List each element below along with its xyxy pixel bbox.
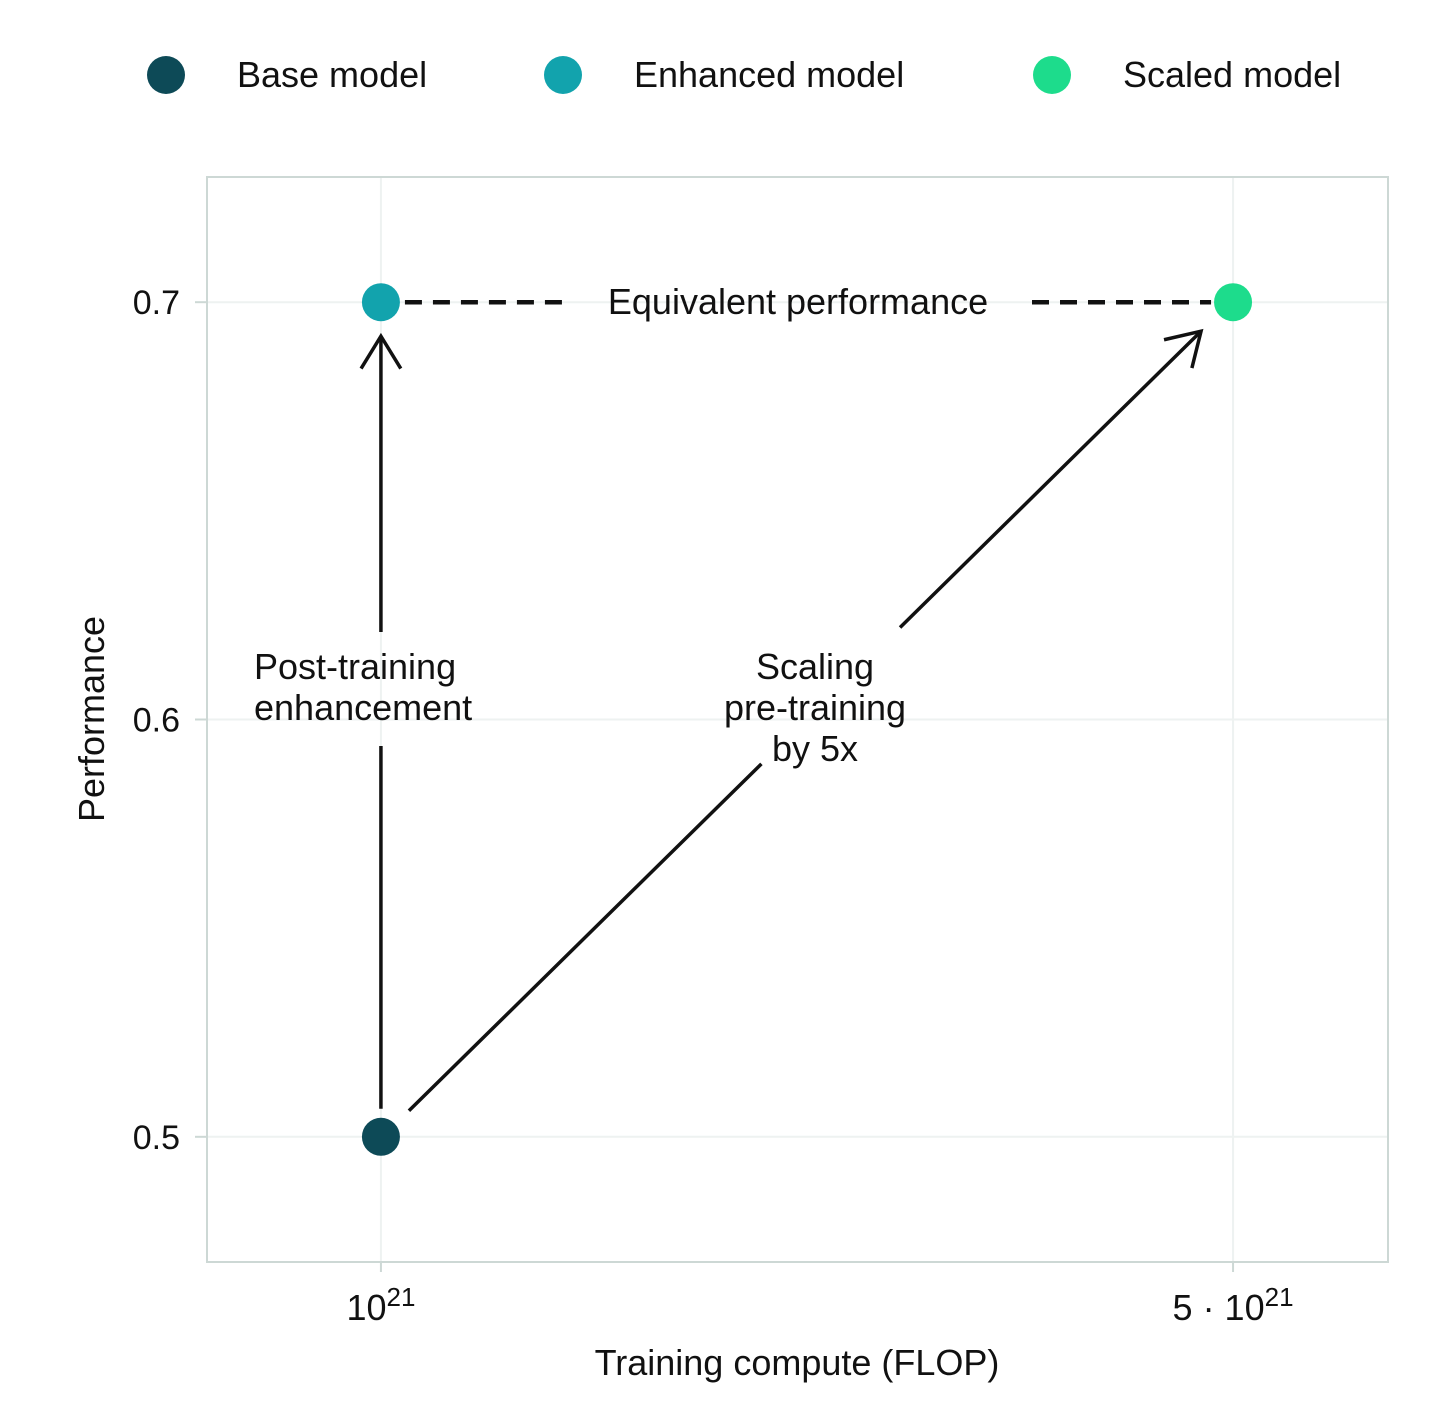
scaling-arrowhead <box>1163 328 1204 369</box>
annotation-equivalent: Equivalent performance <box>608 281 988 322</box>
post-training-arrowhead <box>359 332 403 370</box>
y-tick-label: 0.6 <box>133 702 180 740</box>
y-tick-label: 0.7 <box>133 284 180 322</box>
legend-label-enhanced-model: Enhanced model <box>634 54 904 95</box>
legend-swatch-enhanced-model <box>544 56 582 94</box>
annotation-scaling: Scaling pre-training by 5x <box>724 646 906 769</box>
y-axis-ticks: 0.5 0.6 0.7 <box>133 284 207 1157</box>
annotations: Equivalent performance Post-training enhan… <box>254 281 988 769</box>
legend-swatch-base-model <box>147 56 185 94</box>
legend-label-scaled-model: Scaled model <box>1123 54 1341 95</box>
x-axis-ticks: 1021 5 · 1021 <box>346 1262 1294 1328</box>
legend: Base model Enhanced model Scaled model <box>147 54 1341 95</box>
y-tick-label: 0.5 <box>133 1119 180 1157</box>
x-axis-label: Training compute (FLOP) <box>595 1342 1000 1383</box>
legend-label-base-model: Base model <box>237 54 427 95</box>
scaling-arrow-lower <box>407 762 763 1113</box>
data-points <box>361 283 1253 1156</box>
annotation-post-training: Post-training enhancement <box>254 646 472 728</box>
y-axis-label: Performance <box>71 616 112 822</box>
point-scaled-model <box>1214 283 1253 322</box>
x-tick-label: 1021 <box>346 1282 415 1328</box>
point-base-model <box>361 1117 400 1156</box>
point-enhanced-model <box>361 283 400 322</box>
scaling-arrow-upper <box>898 329 1203 629</box>
legend-swatch-scaled-model <box>1033 56 1071 94</box>
x-tick-label: 5 · 1021 <box>1173 1282 1294 1328</box>
arrows <box>359 299 1212 1113</box>
